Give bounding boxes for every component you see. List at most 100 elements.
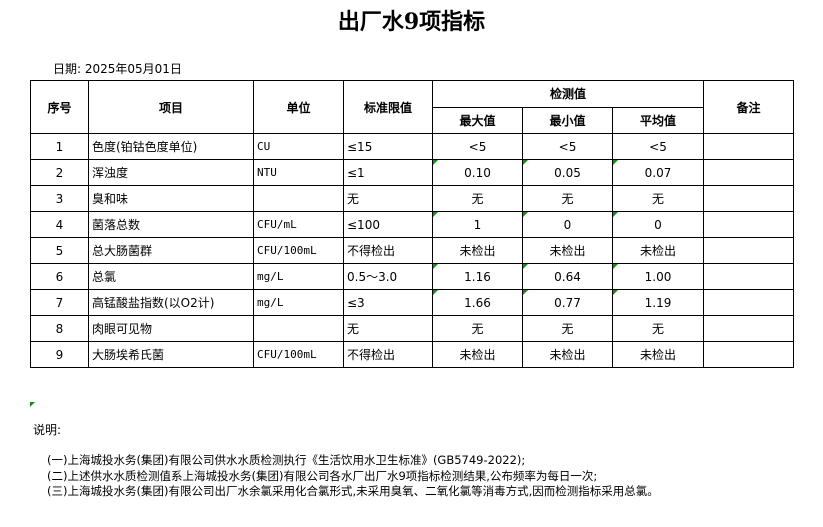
cell-unit: CFU/mL bbox=[253, 211, 344, 238]
cell-no: 8 bbox=[30, 315, 89, 342]
cell-marker bbox=[613, 160, 618, 165]
cell-unit bbox=[253, 185, 344, 212]
cell-limit: 不得检出 bbox=[343, 237, 433, 264]
header-item: 项目 bbox=[88, 80, 254, 134]
cell-unit bbox=[253, 315, 344, 342]
cell-marker bbox=[30, 402, 35, 407]
cell-item: 臭和味 bbox=[88, 185, 254, 212]
cell-marker bbox=[433, 160, 438, 165]
cell-min: 无 bbox=[522, 185, 613, 212]
cell-min: 0.77 bbox=[522, 289, 613, 316]
cell-no: 3 bbox=[30, 185, 89, 212]
cell-min: 未检出 bbox=[522, 237, 613, 264]
cell-min: 0.05 bbox=[522, 159, 613, 186]
cell-min: 0 bbox=[522, 211, 613, 238]
cell-limit: ≤15 bbox=[343, 133, 433, 160]
cell-avg: 1.19 bbox=[612, 289, 704, 316]
water-quality-table: 序号 项目 单位 标准限值 检测值 备注 最大值 最小值 平均值 1 色度(铂钴色… bbox=[30, 80, 794, 368]
header-remark: 备注 bbox=[703, 80, 794, 134]
table-row: 8 肉眼可见物无无无无 bbox=[30, 315, 794, 342]
cell-remark bbox=[703, 211, 794, 238]
table-row: 3 臭和味无无无无 bbox=[30, 185, 794, 212]
cell-item: 菌落总数 bbox=[88, 211, 254, 238]
note-line: (三)上海城投水务(集团)有限公司出厂水余氯采用化合氯形式,未采用臭氧、二氧化氯… bbox=[47, 484, 659, 498]
cell-remark bbox=[703, 237, 794, 264]
cell-avg: 1.00 bbox=[612, 263, 704, 290]
cell-unit: CU bbox=[253, 133, 344, 160]
notes-label: 说明: bbox=[33, 423, 62, 437]
cell-item: 总氯 bbox=[88, 263, 254, 290]
cell-item: 高锰酸盐指数(以O2计) bbox=[88, 289, 254, 316]
cell-limit: 不得检出 bbox=[343, 341, 433, 368]
cell-item: 浑浊度 bbox=[88, 159, 254, 186]
cell-item: 大肠埃希氏菌 bbox=[88, 341, 254, 368]
notes-lines: (一)上海城投水务(集团)有限公司供水水质检测执行《生活饮用水卫生标准》(GB5… bbox=[47, 453, 659, 500]
cell-marker bbox=[523, 160, 528, 165]
cell-unit: NTU bbox=[253, 159, 344, 186]
cell-avg: 未检出 bbox=[612, 341, 704, 368]
cell-max: 0.10 bbox=[432, 159, 523, 186]
cell-marker bbox=[613, 264, 618, 269]
cell-limit: ≤3 bbox=[343, 289, 433, 316]
cell-remark bbox=[703, 341, 794, 368]
cell-remark bbox=[703, 289, 794, 316]
cell-marker bbox=[613, 212, 618, 217]
cell-remark bbox=[703, 159, 794, 186]
cell-no: 4 bbox=[30, 211, 89, 238]
cell-max: 无 bbox=[432, 315, 523, 342]
header-no: 序号 bbox=[30, 80, 89, 134]
cell-max: 无 bbox=[432, 185, 523, 212]
header-max: 最大值 bbox=[432, 106, 523, 134]
cell-avg: <5 bbox=[612, 133, 704, 160]
cell-unit: CFU/100mL bbox=[253, 341, 344, 368]
cell-remark bbox=[703, 133, 794, 160]
cell-marker bbox=[523, 290, 528, 295]
table-row: 4 菌落总数 CFU/mL ≤100 1 0 0 bbox=[30, 211, 794, 238]
cell-no: 7 bbox=[30, 289, 89, 316]
table-row: 6 总氯 mg/L 0.5～3.0 1.16 0.64 1.00 bbox=[30, 263, 794, 290]
cell-marker bbox=[433, 212, 438, 217]
page-title: 出厂水9项指标 bbox=[337, 9, 486, 35]
cell-limit: 无 bbox=[343, 315, 433, 342]
cell-no: 5 bbox=[30, 237, 89, 264]
cell-remark bbox=[703, 315, 794, 342]
table-row: 2 浑浊度 NTU ≤1 0.10 0.05 0.07 bbox=[30, 159, 794, 186]
cell-item: 总大肠菌群 bbox=[88, 237, 254, 264]
header-avg: 平均值 bbox=[612, 106, 704, 134]
cell-no: 1 bbox=[30, 133, 89, 160]
cell-avg: 未检出 bbox=[612, 237, 704, 264]
cell-unit: mg/L bbox=[253, 263, 344, 290]
cell-no: 2 bbox=[30, 159, 89, 186]
cell-marker bbox=[523, 212, 528, 217]
cell-min: 0.64 bbox=[522, 263, 613, 290]
cell-max: <5 bbox=[432, 133, 523, 160]
cell-avg: 0 bbox=[612, 211, 704, 238]
cell-unit: CFU/100mL bbox=[253, 237, 344, 264]
cell-max: 未检出 bbox=[432, 341, 523, 368]
cell-max: 1 bbox=[432, 211, 523, 238]
cell-avg: 无 bbox=[612, 315, 704, 342]
header-limit: 标准限值 bbox=[343, 80, 433, 134]
report-date: 日期: 2025年05月01日 bbox=[53, 62, 182, 76]
cell-limit: ≤1 bbox=[343, 159, 433, 186]
cell-limit: 无 bbox=[343, 185, 433, 212]
cell-max: 1.16 bbox=[432, 263, 523, 290]
table-row: 1 色度(铂钴色度单位) CU ≤15 <5 <5 <5 bbox=[30, 133, 794, 160]
cell-item: 色度(铂钴色度单位) bbox=[88, 133, 254, 160]
cell-remark bbox=[703, 185, 794, 212]
cell-item: 肉眼可见物 bbox=[88, 315, 254, 342]
cell-unit: mg/L bbox=[253, 289, 344, 316]
table-row: 5 总大肠菌群 CFU/100mL 不得检出 未检出 未检出 未检出 bbox=[30, 237, 794, 264]
cell-min: 无 bbox=[522, 315, 613, 342]
header-unit: 单位 bbox=[253, 80, 344, 134]
note-line: (二)上述供水水质检测值系上海城投水务(集团)有限公司各水厂出厂水9项指标检测结… bbox=[47, 468, 598, 483]
cell-limit: ≤100 bbox=[343, 211, 433, 238]
table-row: 9 大肠埃希氏菌 CFU/100mL 不得检出 未检出 未检出 未检出 bbox=[30, 341, 794, 368]
cell-marker bbox=[433, 290, 438, 295]
cell-marker bbox=[523, 264, 528, 269]
cell-marker bbox=[433, 264, 438, 269]
cell-no: 6 bbox=[30, 263, 89, 290]
table-row: 7 高锰酸盐指数(以O2计) mg/L ≤3 1.66 0.77 1.19 bbox=[30, 289, 794, 316]
cell-marker bbox=[613, 290, 618, 295]
cell-avg: 0.07 bbox=[612, 159, 704, 186]
